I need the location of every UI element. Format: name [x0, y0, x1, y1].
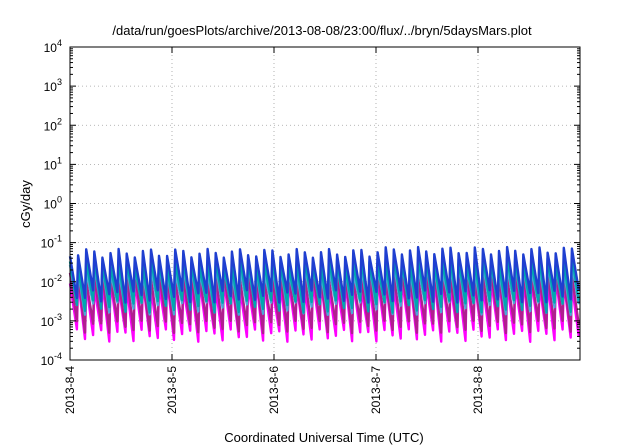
y-tick-label: 10-4 — [41, 351, 62, 368]
y-tick-label: 10-1 — [41, 234, 62, 251]
y-tick-label: 10-2 — [41, 273, 62, 290]
y-tick-label: 10-3 — [41, 312, 62, 329]
y-axis-ticks: 10-4 10-3 10-2 10-1 100 101 102 103 104 — [41, 38, 580, 368]
y-tick-label: 100 — [44, 195, 62, 212]
x-axis-ticks: 2013-8-4 2013-8-5 2013-8-6 2013-8-7 2013-8-8 — [63, 47, 485, 414]
y-tick-label: 102 — [44, 116, 62, 133]
data-series — [68, 245, 580, 343]
x-axis-label: Coordinated Universal Time (UTC) — [224, 430, 423, 445]
series-line — [68, 245, 580, 304]
y-tick-label: 103 — [44, 77, 62, 94]
y-tick-label: 101 — [44, 155, 62, 172]
y-axis-label: cGy/day — [18, 180, 33, 228]
x-tick-label: 2013-8-7 — [369, 366, 383, 414]
series-line — [68, 269, 580, 335]
x-tick-label: 2013-8-4 — [63, 366, 77, 414]
x-tick-label: 2013-8-6 — [267, 366, 281, 414]
x-tick-label: 2013-8-8 — [471, 366, 485, 414]
y-tick-label: 104 — [44, 38, 62, 55]
chart-title: /data/run/goesPlots/archive/2013-08-08/2… — [112, 23, 532, 38]
x-tick-label: 2013-8-5 — [165, 366, 179, 414]
